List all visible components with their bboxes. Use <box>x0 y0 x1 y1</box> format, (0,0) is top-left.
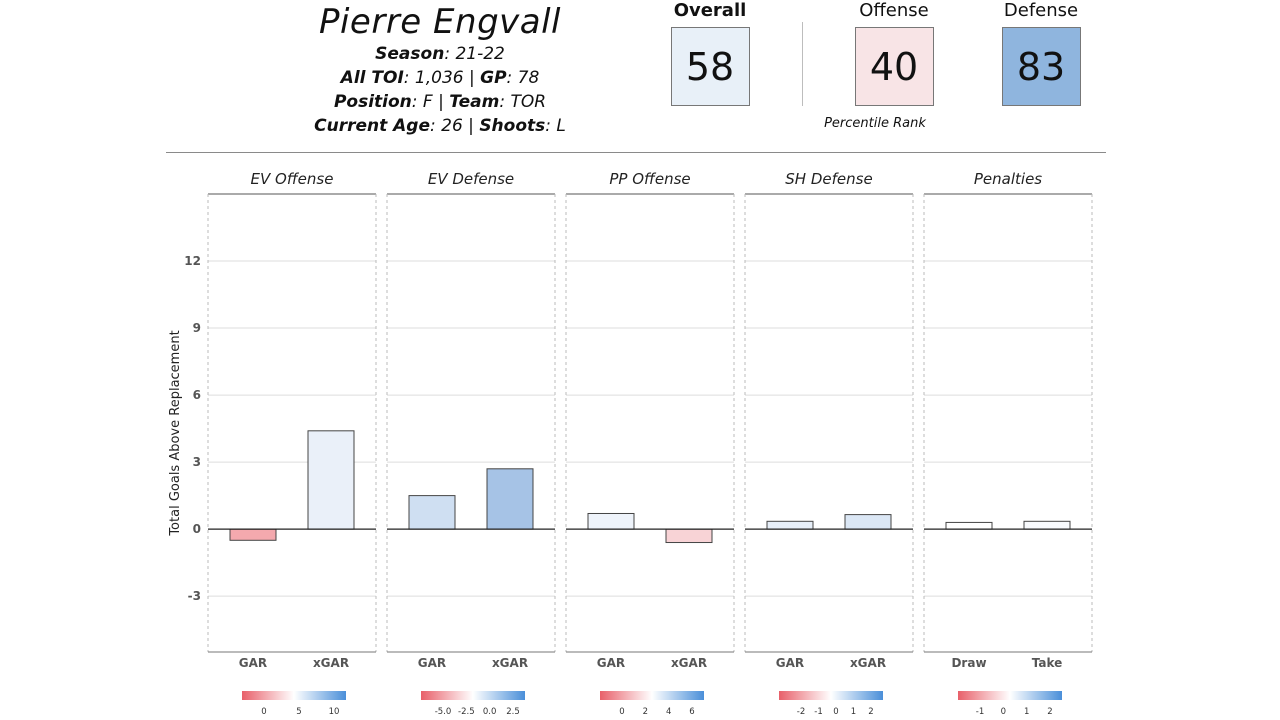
toi-label: All TOI <box>340 68 404 88</box>
x-tick-label: GAR <box>776 656 804 670</box>
shoots-value: : L <box>545 116 566 136</box>
age-line: Current Age: 26 | Shoots: L <box>250 114 630 138</box>
legend-tick-label: 2 <box>643 707 648 717</box>
player-name: Pierre Engvall <box>318 2 561 42</box>
position-line: Position: F | Team: TOR <box>250 90 630 114</box>
legend-colorbar <box>958 691 1062 700</box>
overall-label: Overall <box>673 0 747 21</box>
season-value: : 21-22 <box>444 44 505 64</box>
offense-label: Offense <box>859 0 929 21</box>
bar-gar <box>229 528 277 541</box>
panel-title: PP Offense <box>609 170 690 188</box>
panel-title: Penalties <box>974 170 1042 188</box>
defense-label: Defense <box>1003 0 1079 21</box>
percentile-rank-note: Percentile Rank <box>824 116 926 131</box>
overall-score: Overall 58 <box>660 0 760 106</box>
panel-title: EV Defense <box>428 170 514 188</box>
legend-tick-label: 6 <box>689 707 694 717</box>
x-tick-label: Take <box>1032 656 1063 670</box>
legend-tick-label: 4 <box>666 707 671 717</box>
overall-value: 58 <box>670 27 750 106</box>
legend-tick-label: 0 <box>619 707 624 717</box>
panel-pp-offense: PP Offense GAR xGAR 0 2 4 6 <box>565 170 735 717</box>
toi-line: All TOI: 1,036 | GP: 78 <box>250 66 630 90</box>
legend-tick-label: -2 <box>797 707 805 717</box>
legend-tick-label: -5.0 <box>435 707 452 717</box>
position-value: : F | <box>411 92 450 112</box>
gp-value: : 78 <box>506 68 540 88</box>
panel-penalties: Penalties Draw Take -1 0 1 2 <box>923 170 1093 717</box>
bar-take <box>1023 520 1071 530</box>
offense-value: 40 <box>854 27 934 106</box>
legend-tick-label: 2 <box>868 707 873 717</box>
y-tick-label: 9 <box>193 321 201 335</box>
y-tick-label: -3 <box>188 589 201 603</box>
legend-tick-label: 1 <box>1024 707 1029 717</box>
y-tick-label: 0 <box>193 522 201 536</box>
offense-score: Offense 40 <box>844 0 944 106</box>
x-tick-label: GAR <box>239 656 267 670</box>
shoots-label: Shoots <box>479 116 546 136</box>
y-tick-label: 3 <box>193 455 201 469</box>
legend-tick-label: 2.5 <box>506 707 520 717</box>
legend-tick-label: 2 <box>1047 707 1052 717</box>
legend-colorbar <box>779 691 883 700</box>
legend-colorbar <box>600 691 704 700</box>
legend-tick-label: 10 <box>329 707 340 717</box>
legend-tick-label: 0 <box>833 707 838 717</box>
x-tick-label: GAR <box>418 656 446 670</box>
bar-xgar <box>307 430 355 530</box>
legend-tick-label: -2.5 <box>458 707 475 717</box>
bar-draw <box>945 521 993 530</box>
position-label: Position <box>333 92 412 112</box>
y-tick-label: 12 <box>184 254 201 268</box>
panel-title: SH Defense <box>785 170 872 188</box>
toi-value: : 1,036 | <box>403 68 481 88</box>
panel-title: EV Offense <box>251 170 334 188</box>
legend-tick-label: 1 <box>851 707 856 717</box>
x-tick-label: xGAR <box>492 656 528 670</box>
bar-gar <box>766 520 814 530</box>
bar-gar <box>587 512 635 530</box>
team-value: : TOR <box>499 92 547 112</box>
legend-tick-label: -1 <box>814 707 822 717</box>
legend-tick-label: 0 <box>261 707 266 717</box>
panel-sh-defense: SH Defense GAR xGAR -2 -1 0 1 2 <box>744 170 914 717</box>
header-divider <box>166 152 1106 153</box>
gp-label: GP <box>480 68 507 88</box>
score-divider <box>802 22 803 106</box>
legend-tick-label: 0.0 <box>483 707 497 717</box>
x-tick-label: GAR <box>597 656 625 670</box>
bar-xgar <box>665 528 713 544</box>
legend-tick-label: 0 <box>1001 707 1006 717</box>
legend-colorbar <box>421 691 525 700</box>
legend-colorbar <box>242 691 346 700</box>
defense-value: 83 <box>1001 27 1081 106</box>
y-axis-label: Total Goals Above Replacement <box>168 330 183 536</box>
bar-gar <box>408 495 456 530</box>
panel-ev-defense: EV Defense GAR xGAR -5.0 -2.5 0.0 2.5 <box>386 170 556 717</box>
legend-tick-label: -1 <box>976 707 984 717</box>
panel-ev-offense: EV Offense GAR xGAR 0 5 10 <box>207 170 377 717</box>
bar-xgar <box>844 514 892 530</box>
x-tick-label: xGAR <box>671 656 707 670</box>
x-tick-label: xGAR <box>850 656 886 670</box>
defense-score: Defense 83 <box>991 0 1091 106</box>
legend-tick-label: 5 <box>296 707 301 717</box>
team-label: Team <box>449 92 500 112</box>
x-tick-label: Draw <box>951 656 986 670</box>
x-tick-label: xGAR <box>313 656 349 670</box>
player-header: Pierre Engvall Season: 21-22 All TOI: 1,… <box>250 0 630 138</box>
age-value: : 26 | <box>430 116 480 136</box>
season-label: Season <box>375 44 445 64</box>
y-tick-label: 6 <box>193 388 201 402</box>
age-label: Current Age <box>314 116 430 136</box>
bar-xgar <box>486 468 534 530</box>
season-line: Season: 21-22 <box>250 42 630 66</box>
